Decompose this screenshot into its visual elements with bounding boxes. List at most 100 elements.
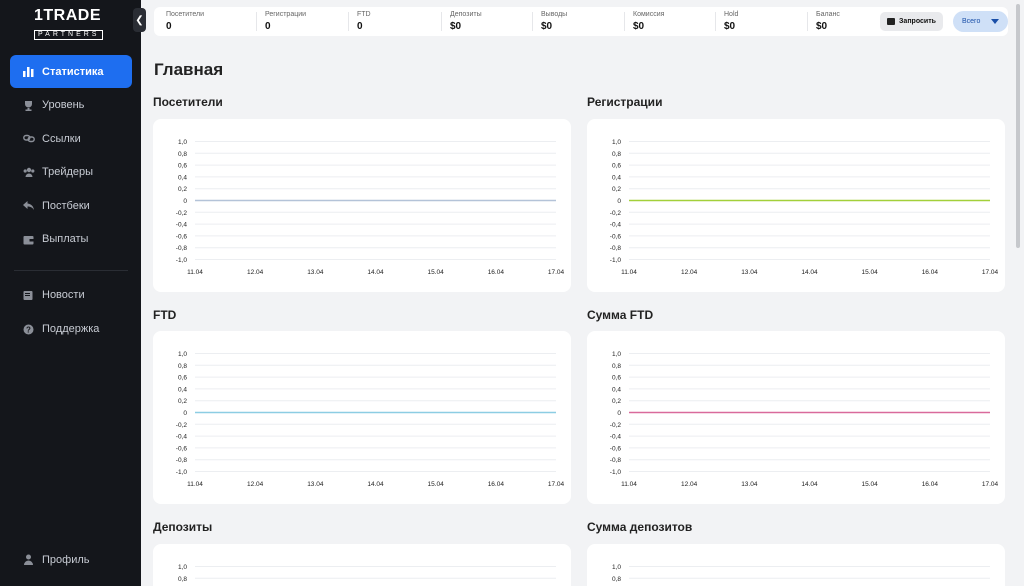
y-tick-label: 0,4 (612, 386, 621, 393)
stat-value: $0 (724, 21, 736, 32)
chart-title-ftd: FTD (153, 308, 177, 322)
stat-value: 0 (166, 21, 172, 32)
request-payout-button[interactable]: Запросить (880, 12, 943, 31)
period-select[interactable]: Всего (953, 11, 1008, 32)
stat-label: Баланс (816, 11, 840, 18)
x-tick-label: 16.04 (488, 269, 505, 276)
stat-ftd: FTD 0 (357, 10, 371, 33)
y-tick-label: 0,2 (178, 398, 187, 405)
line-chart: 1,0 0,8 (612, 564, 990, 583)
x-tick-label: 11.04 (187, 481, 203, 488)
stat-visitors: Посетители 0 (166, 10, 204, 33)
help-icon: ? (22, 323, 35, 336)
y-tick-label: 0 (617, 410, 621, 417)
line-chart: 1,0 0,8 0,6 0,4 0,2 0 -0,2 -0,4 -0,6 -0,8 -1,0 11.0… (610, 351, 999, 488)
y-tick-label: -0,4 (176, 222, 188, 229)
y-tick-label: -0,6 (176, 233, 188, 240)
x-tick-label: 14.04 (367, 481, 384, 488)
x-tick-label: 12.04 (247, 269, 264, 276)
stat-value: $0 (450, 21, 462, 32)
sidebar-item-label: Трейдеры (42, 166, 94, 179)
stat-divider (348, 12, 349, 31)
chart-card-ftd: 1,0 0,8 0,6 0,4 0,2 0 -0,2 -0,4 -0,6 -0,8 -1,0 11.0… (153, 331, 571, 504)
y-tick-label: -0,6 (610, 445, 622, 452)
y-tick-label: -1,0 (176, 257, 188, 264)
stat-label: Комиссия (633, 11, 665, 18)
x-tick-label: 11.04 (621, 269, 637, 276)
y-tick-label: 0,2 (612, 186, 621, 193)
sidebar-item-links[interactable]: Ссылки (10, 122, 132, 155)
bar-chart-icon (22, 65, 35, 78)
stat-deposits: Депозиты $0 (450, 10, 482, 33)
sidebar-item-profile[interactable]: Профиль (10, 543, 132, 576)
brand-logo[interactable]: 1TRADE PARTNERS (34, 8, 106, 40)
sidebar-nav: Статистика Уровень Ссылки Трейдеры Постб… (10, 55, 132, 346)
sidebar-item-label: Ссылки (42, 132, 81, 145)
users-icon (22, 166, 35, 179)
sidebar-item-news[interactable]: Новости (10, 279, 132, 312)
x-tick-label: 16.04 (922, 269, 939, 276)
line-chart: 1,0 0,8 0,6 0,4 0,2 0 -0,2 -0,4 -0,6 -0,8 -1,0 11.0… (176, 139, 565, 276)
sidebar-item-payouts[interactable]: Выплаты (10, 223, 132, 256)
sidebar: 1TRADE PARTNERS Статистика Уровень Ссылк… (0, 0, 141, 586)
y-tick-label: 0,4 (178, 174, 187, 181)
stat-label: Регистрации (265, 11, 307, 18)
stat-label: Hold (724, 11, 739, 18)
stat-divider (624, 12, 625, 31)
x-tick-label: 13.04 (307, 269, 324, 276)
sidebar-item-traders[interactable]: Трейдеры (10, 156, 132, 189)
y-tick-label: 0,6 (178, 375, 187, 382)
brand-logo-sub: PARTNERS (34, 30, 104, 40)
sidebar-divider (14, 269, 128, 271)
y-tick-label: 0,6 (612, 375, 621, 382)
stat-value: $0 (816, 21, 828, 32)
stat-label: Депозиты (450, 11, 482, 18)
x-tick-label: 11.04 (187, 269, 203, 276)
stat-value: 0 (357, 21, 363, 32)
x-tick-label: 12.04 (247, 481, 264, 488)
y-tick-label: 0,8 (178, 576, 187, 583)
sidebar-item-label: Статистика (42, 65, 104, 78)
sidebar-item-statistics[interactable]: Статистика (10, 55, 132, 88)
sidebar-collapse-button[interactable]: ❮ (133, 8, 146, 32)
link-icon (22, 132, 35, 145)
stats-bar: Посетители 0 Регистрации 0 FTD 0 Депозит… (154, 7, 1008, 36)
page-title: Главная (154, 60, 224, 79)
x-tick-label: 15.04 (428, 481, 445, 488)
stat-registrations: Регистрации 0 (265, 10, 306, 33)
y-tick-label: -0,4 (610, 222, 622, 229)
x-tick-label: 12.04 (681, 269, 698, 276)
chevron-down-icon (991, 19, 999, 24)
y-tick-label: 1,0 (178, 351, 187, 358)
y-tick-label: -0,4 (176, 434, 188, 441)
y-tick-label: -0,2 (610, 210, 622, 217)
sidebar-item-label: Постбеки (42, 199, 90, 212)
y-tick-label: 0 (183, 198, 187, 205)
y-tick-label: -1,0 (610, 257, 622, 264)
x-tick-label: 13.04 (307, 481, 324, 488)
y-tick-label: -0,6 (176, 445, 188, 452)
reply-icon (22, 199, 35, 212)
stat-withdrawals: Выводы $0 (541, 10, 567, 33)
line-chart: 1,0 0,8 (178, 564, 556, 583)
sidebar-item-level[interactable]: Уровень (10, 89, 132, 122)
x-tick-label: 16.04 (488, 481, 505, 488)
y-tick-label: 0,2 (612, 398, 621, 405)
y-tick-label: -0,6 (610, 233, 622, 240)
page-scrollbar[interactable] (1016, 4, 1020, 248)
y-tick-label: 0,8 (178, 151, 187, 158)
sidebar-item-postbacks[interactable]: Постбеки (10, 189, 132, 222)
chart-card-deposits-sum: 1,0 0,8 (587, 544, 1005, 586)
stat-label: Посетители (166, 11, 204, 18)
wallet-icon (887, 18, 896, 25)
chart-card-registrations: 1,0 0,8 0,6 0,4 0,2 0 -0,2 -0,4 -0,6 -0,8 -1,0 11.0… (587, 119, 1005, 292)
chart-title-deposits-sum: Сумма депозитов (587, 520, 693, 534)
x-tick-label: 14.04 (367, 269, 384, 276)
y-tick-label: -1,0 (176, 469, 188, 476)
stat-value: $0 (541, 21, 553, 32)
y-tick-label: 0,6 (178, 163, 187, 170)
y-tick-label: 1,0 (612, 139, 621, 146)
chart-title-visitors: Посетители (153, 95, 223, 109)
chart-title-deposits: Депозиты (153, 520, 213, 534)
sidebar-item-support[interactable]: ? Поддержка (10, 313, 132, 346)
